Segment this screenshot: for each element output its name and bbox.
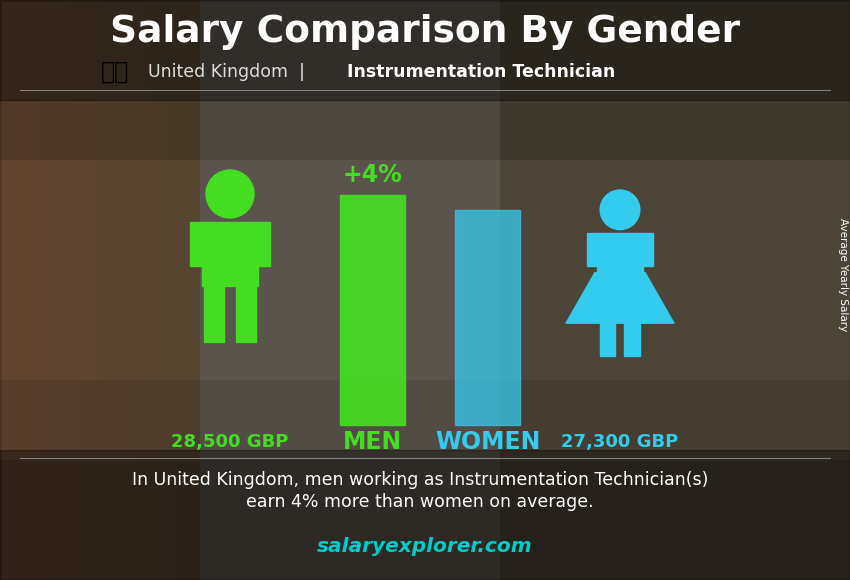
Bar bbox=[455, 210, 520, 425]
Polygon shape bbox=[643, 233, 654, 266]
Text: 28,500 GBP: 28,500 GBP bbox=[172, 433, 289, 451]
Polygon shape bbox=[566, 273, 674, 323]
Polygon shape bbox=[600, 323, 615, 356]
Circle shape bbox=[600, 190, 640, 230]
Polygon shape bbox=[202, 222, 258, 286]
Polygon shape bbox=[597, 233, 643, 273]
Polygon shape bbox=[625, 323, 640, 356]
Circle shape bbox=[206, 170, 254, 218]
Text: MEN: MEN bbox=[343, 430, 402, 454]
Text: salaryexplorer.com: salaryexplorer.com bbox=[317, 538, 533, 556]
Polygon shape bbox=[586, 233, 597, 266]
Text: WOMEN: WOMEN bbox=[435, 430, 541, 454]
Polygon shape bbox=[204, 286, 224, 342]
Polygon shape bbox=[258, 222, 270, 266]
Polygon shape bbox=[190, 222, 202, 266]
Text: +4%: +4% bbox=[343, 163, 402, 187]
Polygon shape bbox=[236, 286, 256, 342]
Text: Salary Comparison By Gender: Salary Comparison By Gender bbox=[110, 14, 740, 50]
Text: In United Kingdom, men working as Instrumentation Technician(s): In United Kingdom, men working as Instru… bbox=[132, 471, 708, 489]
Text: Average Yearly Salary: Average Yearly Salary bbox=[838, 219, 848, 332]
Bar bbox=[0, 0, 850, 100]
Bar bbox=[340, 195, 405, 425]
Text: United Kingdom  |: United Kingdom | bbox=[148, 63, 305, 81]
Text: Instrumentation Technician: Instrumentation Technician bbox=[335, 63, 615, 81]
Bar bbox=[0, 450, 850, 580]
Text: 🇬🇧: 🇬🇧 bbox=[101, 60, 129, 84]
Text: earn 4% more than women on average.: earn 4% more than women on average. bbox=[246, 493, 594, 511]
Text: 27,300 GBP: 27,300 GBP bbox=[561, 433, 678, 451]
